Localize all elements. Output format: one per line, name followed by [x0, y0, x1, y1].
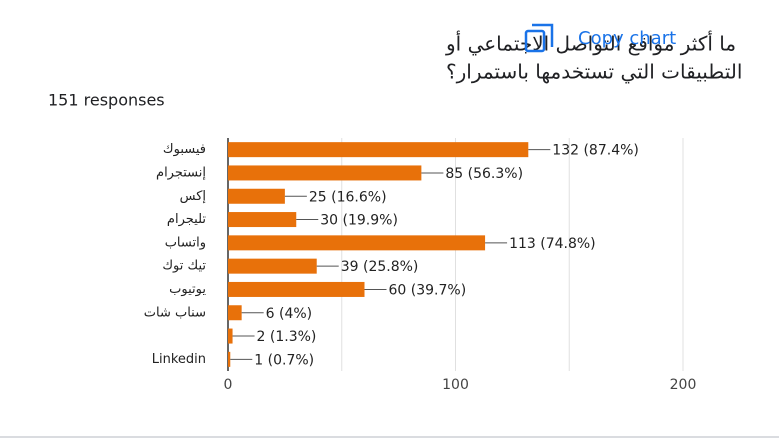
question-title: ما أكثر مواقع التواصل الاجتماعي أو — [445, 31, 736, 57]
y-tick-label: إنستجرام — [156, 165, 206, 180]
value-label: 60 (39.7%) — [389, 282, 467, 298]
value-label: 132 (87.4%) — [552, 143, 639, 159]
copy-chart-label[interactable]: Copy chart — [578, 28, 676, 49]
bar — [228, 165, 422, 181]
bar — [228, 351, 231, 367]
y-tick-label: Linkedin — [152, 352, 206, 367]
value-label: 25 (16.6%) — [309, 189, 387, 205]
x-tick-label: 200 — [670, 377, 697, 393]
value-label: 6 (4%) — [266, 306, 313, 322]
bar — [228, 212, 297, 228]
bar — [228, 142, 529, 158]
bar — [228, 235, 486, 251]
response-count: 151 responses — [48, 91, 165, 110]
copy-icon — [524, 29, 546, 53]
value-label: 113 (74.8%) — [509, 236, 596, 252]
y-tick-label: تليجرام — [167, 212, 206, 227]
x-tick-label: 100 — [442, 377, 469, 393]
value-label: 85 (56.3%) — [445, 166, 523, 182]
copy-chart-button[interactable]: Copy chart — [524, 23, 676, 53]
bar — [228, 328, 233, 344]
copy-icon — [532, 23, 554, 47]
bar — [228, 188, 285, 204]
y-tick-label: فيسبوك — [163, 142, 206, 157]
value-label: 39 (25.8%) — [341, 259, 419, 275]
y-tick-label: تيك توك — [162, 259, 206, 274]
y-tick-label: واتساب — [165, 235, 206, 250]
value-label: 1 (0.7%) — [254, 352, 314, 368]
y-tick-label: يوتيوب — [169, 282, 206, 297]
bar — [228, 281, 365, 297]
value-label: 30 (19.9%) — [320, 213, 398, 229]
value-label: 2 (1.3%) — [257, 329, 317, 345]
y-tick-label: إكس — [180, 189, 206, 204]
y-tick-label: سناب شات — [144, 305, 206, 320]
question-title: التطبيقات التي تستخدمها باستمرار؟ — [446, 60, 742, 85]
bar — [228, 305, 242, 321]
x-tick-label: 0 — [224, 377, 233, 393]
bar — [228, 258, 317, 274]
